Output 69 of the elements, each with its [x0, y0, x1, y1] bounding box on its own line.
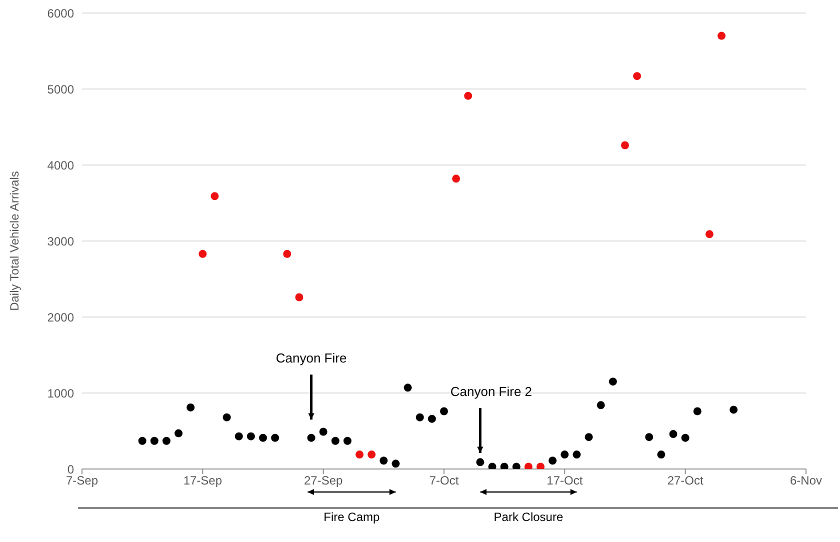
point — [331, 436, 340, 445]
point — [343, 436, 352, 445]
point — [718, 32, 726, 40]
point — [210, 192, 219, 200]
annotation: Canyon Fire 2 — [450, 384, 532, 400]
point — [548, 456, 557, 465]
point — [705, 230, 714, 238]
x-tick-label: 17-Oct — [546, 474, 584, 488]
point — [162, 436, 170, 445]
point — [307, 434, 316, 442]
x-tick-label: 6-Nov — [790, 474, 822, 488]
y-tick-label: 0 — [67, 462, 74, 476]
y-tick-label: 2000 — [47, 310, 74, 324]
point — [500, 462, 508, 469]
point — [512, 462, 520, 469]
y-tick-label: 6000 — [47, 6, 74, 20]
annotation: Canyon Fire — [276, 350, 347, 366]
point — [246, 432, 255, 440]
point — [452, 174, 460, 183]
y-tick-label: 4000 — [47, 158, 74, 172]
point — [150, 436, 158, 445]
point — [404, 384, 412, 392]
point — [222, 413, 231, 422]
point — [295, 293, 304, 302]
point — [259, 434, 267, 442]
point — [428, 414, 436, 423]
point — [138, 436, 146, 445]
point — [186, 403, 195, 412]
point — [392, 460, 400, 468]
point — [416, 413, 424, 422]
y-tick-label: 5000 — [47, 82, 74, 96]
point — [380, 456, 388, 465]
point — [645, 433, 654, 442]
point — [657, 450, 666, 459]
point — [271, 434, 280, 442]
x-tick-label: 7-Oct — [429, 474, 460, 488]
point — [440, 407, 448, 416]
point — [608, 378, 617, 386]
x-tick-label: 27-Oct — [667, 474, 704, 488]
point — [174, 429, 183, 438]
point — [234, 432, 243, 440]
point — [669, 430, 678, 438]
point — [356, 450, 364, 459]
point — [464, 92, 472, 100]
point — [693, 407, 702, 416]
x-tick-label: 27-Sep — [304, 474, 344, 488]
point — [681, 434, 690, 442]
text: Park Closure — [494, 510, 564, 524]
point — [524, 462, 532, 469]
y-tick-label: 1000 — [47, 386, 74, 400]
point — [368, 450, 376, 459]
point — [198, 250, 207, 258]
point — [560, 450, 569, 459]
text: Fire Camp — [324, 510, 380, 524]
x-tick-label: 17-Sep — [183, 474, 222, 488]
point — [488, 462, 496, 469]
point — [536, 462, 545, 469]
point — [730, 406, 738, 414]
point — [621, 141, 629, 150]
y-axis-title: Daily Total Vehicle Arrivals — [7, 171, 22, 311]
point — [584, 433, 593, 442]
y-tick-label: 3000 — [47, 234, 74, 248]
point — [633, 72, 642, 80]
x-tick-label: 7-Sep — [66, 474, 98, 488]
point — [319, 428, 328, 436]
point — [476, 458, 484, 466]
point — [572, 450, 581, 459]
point — [283, 250, 292, 258]
point — [596, 401, 605, 410]
